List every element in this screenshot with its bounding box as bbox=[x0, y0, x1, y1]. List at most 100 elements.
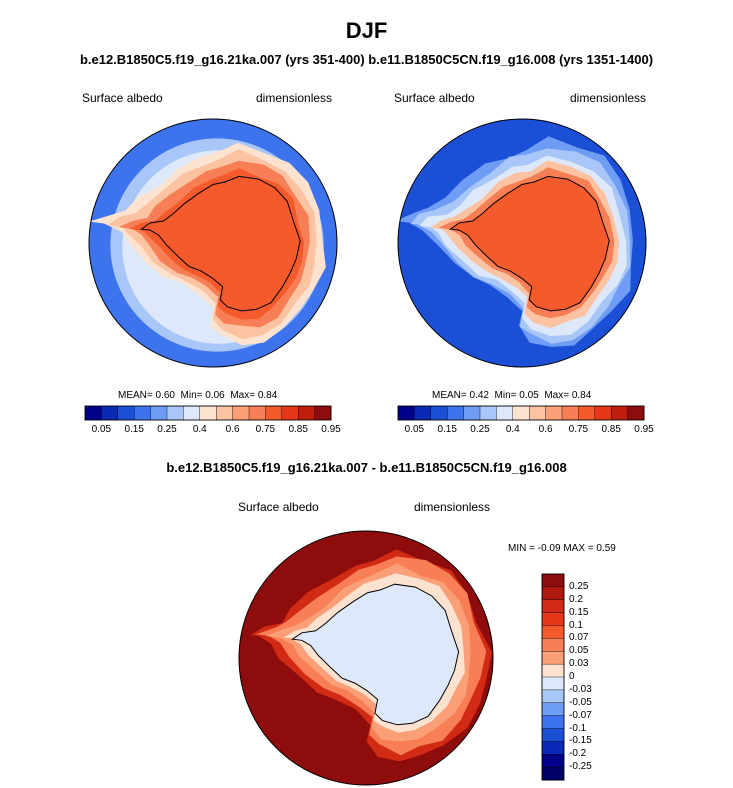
panel2-units-label: dimensionless bbox=[570, 91, 647, 105]
panel3-colorbar-tick-label: 0.05 bbox=[569, 645, 589, 657]
page-subtitle: b.e12.B1850C5.f19_g16.21ka.007 (yrs 351-… bbox=[79, 52, 654, 67]
panel2-colorbar-swatch bbox=[594, 405, 612, 421]
panel3-field-group bbox=[239, 531, 493, 785]
panel3-colorbar-tick-label: -0.05 bbox=[569, 696, 592, 708]
panel3-colorbar-swatch bbox=[541, 638, 565, 652]
panel3-colorbar-swatch bbox=[541, 766, 565, 781]
panel1-colorbar-swatch bbox=[265, 405, 283, 421]
panel2-mean-label: MEAN= bbox=[432, 390, 467, 401]
panel2-colorbar-tick-label: 0.4 bbox=[505, 424, 520, 435]
panel1-variable-label: Surface albedo bbox=[82, 91, 163, 105]
panel1-min-label: Min= bbox=[180, 390, 203, 401]
panel1-colorbar-swatch bbox=[150, 405, 168, 421]
panel2-colorbar-swatch bbox=[512, 405, 530, 421]
panel3-stats: MIN = -0.09 MAX = 0.59 bbox=[508, 543, 616, 554]
panel3-colorbar-tick-label: -0.15 bbox=[569, 735, 592, 747]
panel1-colorbar-swatch bbox=[281, 405, 299, 421]
panel2-colorbar-swatch bbox=[545, 405, 563, 421]
panel1-colorbar-swatch bbox=[314, 405, 332, 421]
page-title: DJF bbox=[345, 18, 388, 43]
panel3-colorbar-swatch bbox=[541, 715, 565, 730]
panel2-colorbar-swatch bbox=[610, 405, 629, 421]
panel3-min-value: -0.09 bbox=[537, 543, 561, 554]
panel3-max-value: 0.59 bbox=[596, 543, 616, 554]
panel1-units-label: dimensionless bbox=[256, 91, 333, 105]
panel1-map-border bbox=[88, 118, 338, 368]
panel2-polar-map bbox=[397, 118, 647, 368]
panel2-colorbar-swatch bbox=[627, 405, 645, 421]
panel1-colorbar-swatch bbox=[232, 405, 250, 421]
panel2-field-group bbox=[398, 119, 646, 367]
panel2-antarctica-outline bbox=[448, 175, 610, 312]
panel2-map-border bbox=[397, 118, 647, 368]
panel3-colorbar-tick-label: 0 bbox=[569, 671, 575, 682]
panel2-colorbar-swatch bbox=[561, 405, 579, 421]
panel3-map-border bbox=[238, 530, 494, 786]
panel3-colorbar-swatch bbox=[541, 702, 565, 717]
panel2-min-value: 0.05 bbox=[519, 390, 539, 401]
panel2-colorbar-tick-label: 0.15 bbox=[437, 424, 457, 435]
panel1-polar-map bbox=[88, 118, 338, 368]
panel2-colorbar-tick-label: 0.6 bbox=[538, 424, 553, 435]
panel2-colorbar-swatch bbox=[496, 405, 514, 421]
panel3-units-label: dimensionless bbox=[414, 500, 491, 514]
panel3-colorbar-swatch bbox=[541, 651, 565, 665]
panel3-colorbar-tick-label: -0.1 bbox=[569, 722, 587, 734]
panel3-colorbar-swatch bbox=[541, 741, 565, 755]
panel2-colorbar-tick-label: 0.25 bbox=[470, 424, 490, 435]
panel3-colorbar bbox=[541, 573, 565, 781]
panel2-colorbar-swatch bbox=[447, 405, 465, 421]
panel1-mean-label: MEAN= bbox=[118, 390, 153, 401]
panel3-colorbar-swatch bbox=[541, 573, 565, 588]
panel1-colorbar-swatch bbox=[117, 405, 135, 421]
panel2-colorbar-swatch bbox=[430, 405, 448, 421]
panel3-colorbar-swatch bbox=[541, 586, 565, 601]
panel3-colorbar-tick-label: -0.2 bbox=[569, 748, 587, 760]
panel2-mean-value: 0.42 bbox=[469, 390, 489, 401]
panel1-max-value: 0.84 bbox=[257, 390, 278, 401]
panel2-min-label: Min= bbox=[494, 390, 517, 401]
panel1-colorbar-swatch bbox=[101, 405, 119, 421]
difference-title: b.e12.B1850C5.f19_g16.21ka.007 - b.e11.B… bbox=[166, 460, 567, 475]
panel1-colorbar-tick-label: 0.6 bbox=[225, 424, 240, 435]
panel3-min-label: MIN = bbox=[508, 543, 535, 554]
panel1-colorbar-tick-label: 0.95 bbox=[321, 424, 341, 435]
panel1-colorbar-tick-label: 0.05 bbox=[91, 424, 112, 435]
panel3-colorbar-tick-label: 0.15 bbox=[569, 606, 589, 618]
panel1-min-value: 0.06 bbox=[205, 390, 225, 401]
panel3-antarctica-outline bbox=[291, 583, 460, 726]
panel3-colorbar-tick-label: -0.25 bbox=[569, 761, 592, 773]
panel1-colorbar-swatch bbox=[134, 405, 152, 421]
panel3-colorbar-tick-label: 0.2 bbox=[569, 593, 583, 605]
panel1-colorbar-swatch bbox=[248, 405, 266, 421]
panel2-colorbar-swatch bbox=[479, 405, 497, 421]
panel3-max-label: MAX = bbox=[563, 543, 594, 554]
panel1-max-label: Max= bbox=[230, 390, 256, 401]
panel1-mean-value: 0.60 bbox=[155, 390, 175, 401]
panel3-colorbar-swatch bbox=[541, 689, 565, 704]
panel1-colorbar-tick-label: 0.15 bbox=[124, 424, 144, 435]
panel3-colorbar-swatch bbox=[541, 754, 565, 768]
panel3-colorbar-swatch bbox=[541, 612, 565, 627]
panel1-colorbar-tick-label: 0.75 bbox=[255, 424, 276, 435]
panel1-field-group bbox=[89, 119, 337, 367]
panel3-colorbar-tick-label: 0.07 bbox=[569, 632, 589, 644]
panel1-colorbar-tick-label: 0.85 bbox=[288, 424, 308, 435]
panel2-colorbar-swatch bbox=[463, 405, 481, 421]
panel1-colorbar-swatch bbox=[199, 405, 217, 421]
panel2-colorbar-swatch bbox=[397, 405, 415, 421]
panel2-colorbar-tick-label: 0.95 bbox=[634, 424, 654, 435]
panel1-antarctica-outline bbox=[139, 175, 301, 312]
panel1-colorbar bbox=[84, 405, 332, 421]
panel1-colorbar-frame bbox=[84, 405, 332, 421]
panel3-colorbar-tick-label: 0.25 bbox=[569, 580, 589, 592]
panel3-colorbar-swatch bbox=[541, 663, 565, 678]
panel1-colorbar-swatch bbox=[183, 405, 201, 421]
panel2-colorbar-swatch bbox=[578, 405, 596, 421]
panel3-colorbar-tick-label: -0.07 bbox=[569, 709, 592, 721]
panel2-stats: MEAN= 0.42 Min= 0.05 Max= 0.84 bbox=[432, 390, 591, 401]
panel2-colorbar-frame bbox=[397, 405, 645, 421]
panel3-colorbar-swatch bbox=[541, 625, 565, 639]
panel3-colorbar-tick-label: -0.03 bbox=[569, 683, 592, 695]
panel2-colorbar-swatch bbox=[414, 405, 432, 421]
